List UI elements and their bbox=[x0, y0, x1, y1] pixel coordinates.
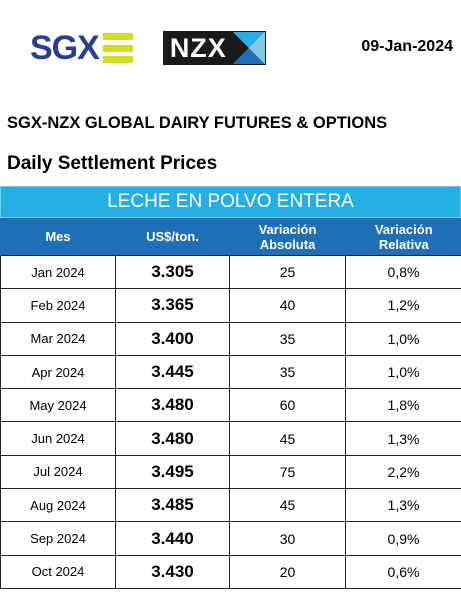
sgx-logo-text: SGX bbox=[30, 29, 100, 67]
rel-change-cell: 1,8% bbox=[345, 388, 461, 423]
table-row: Aug 2024 3.485 45 1,3% bbox=[0, 488, 461, 523]
nzx-logo-text: NZX bbox=[163, 32, 233, 64]
abs-change-cell: 35 bbox=[229, 354, 346, 390]
sgx-bars-icon bbox=[102, 33, 133, 63]
table-row: Mar 2024 3.400 35 1,0% bbox=[0, 321, 461, 356]
table-row: Jun 2024 3.480 45 1,3% bbox=[0, 421, 461, 456]
price-cell: 3.430 bbox=[115, 554, 230, 589]
rel-change-cell: 1,3% bbox=[345, 421, 461, 456]
table-header-row: Mes US$/ton. Variación Absoluta Variació… bbox=[0, 218, 461, 256]
month-cell: Feb 2024 bbox=[0, 288, 116, 323]
table-row: Jan 2024 3.305 25 0,8% bbox=[0, 254, 461, 290]
rel-change-cell: 2,2% bbox=[345, 454, 461, 490]
abs-change-cell: 45 bbox=[229, 488, 346, 523]
price-cell: 3.480 bbox=[115, 388, 230, 423]
price-cell: 3.400 bbox=[115, 321, 230, 356]
nzx-logo: NZX bbox=[162, 31, 266, 65]
table-row: Feb 2024 3.365 40 1,2% bbox=[0, 288, 461, 323]
page-subtitle: Daily Settlement Prices bbox=[7, 153, 218, 174]
header-abs-change: Variación Absoluta bbox=[229, 218, 346, 256]
month-cell: Mar 2024 bbox=[0, 321, 116, 356]
month-cell: May 2024 bbox=[0, 388, 116, 423]
abs-change-cell: 35 bbox=[229, 321, 346, 356]
abs-change-cell: 75 bbox=[229, 454, 346, 490]
month-cell: Oct 2024 bbox=[0, 554, 116, 589]
month-cell: Jul 2024 bbox=[0, 454, 116, 490]
table-body: Jan 2024 3.305 25 0,8% Feb 2024 3.365 40 1,2% Ma… bbox=[0, 254, 461, 589]
price-cell: 3.365 bbox=[115, 288, 230, 323]
month-cell: Sep 2024 bbox=[0, 521, 116, 556]
price-cell: 3.440 bbox=[115, 521, 230, 556]
sgx-logo: SGX bbox=[30, 30, 133, 66]
price-cell: 3.495 bbox=[115, 454, 230, 490]
abs-change-cell: 30 bbox=[229, 521, 346, 556]
settlement-table-container: LECHE EN POLVO ENTERA Mes US$/ton. Varia… bbox=[0, 186, 461, 589]
page-title: SGX-NZX GLOBAL DAIRY FUTURES & OPTIONS bbox=[7, 114, 388, 132]
header-price: US$/ton. bbox=[115, 218, 230, 256]
rel-change-cell: 1,2% bbox=[345, 288, 461, 323]
price-cell: 3.445 bbox=[115, 354, 230, 390]
header-rel-change: Variación Relativa bbox=[345, 218, 461, 256]
table-row: Apr 2024 3.445 35 1,0% bbox=[0, 354, 461, 390]
table-row: Oct 2024 3.430 20 0,6% bbox=[0, 554, 461, 589]
header-mes: Mes bbox=[0, 218, 116, 256]
price-cell: 3.485 bbox=[115, 488, 230, 523]
rel-change-cell: 1,3% bbox=[345, 488, 461, 523]
rel-change-cell: 1,0% bbox=[345, 354, 461, 390]
settlement-table: Mes US$/ton. Variación Absoluta Variació… bbox=[0, 218, 461, 589]
rel-change-cell: 0,8% bbox=[345, 254, 461, 290]
table-row: May 2024 3.480 60 1,8% bbox=[0, 388, 461, 423]
nzx-mark-icon bbox=[232, 32, 265, 64]
rel-change-cell: 0,6% bbox=[345, 554, 461, 589]
abs-change-cell: 25 bbox=[229, 254, 346, 290]
abs-change-cell: 45 bbox=[229, 421, 346, 456]
product-banner: LECHE EN POLVO ENTERA bbox=[0, 186, 461, 218]
table-row: Jul 2024 3.495 75 2,2% bbox=[0, 454, 461, 490]
abs-change-cell: 20 bbox=[229, 554, 346, 589]
rel-change-cell: 1,0% bbox=[345, 321, 461, 356]
month-cell: Aug 2024 bbox=[0, 488, 116, 523]
abs-change-cell: 60 bbox=[229, 388, 346, 423]
logo-area: SGX NZX bbox=[30, 30, 266, 66]
report-date: 09-Jan-2024 bbox=[361, 38, 453, 55]
abs-change-cell: 40 bbox=[229, 288, 346, 323]
month-cell: Jan 2024 bbox=[0, 254, 116, 290]
price-cell: 3.480 bbox=[115, 421, 230, 456]
price-cell: 3.305 bbox=[115, 254, 230, 290]
month-cell: Jun 2024 bbox=[0, 421, 116, 456]
month-cell: Apr 2024 bbox=[0, 354, 116, 390]
rel-change-cell: 0,9% bbox=[345, 521, 461, 556]
table-row: Sep 2024 3.440 30 0,9% bbox=[0, 521, 461, 556]
